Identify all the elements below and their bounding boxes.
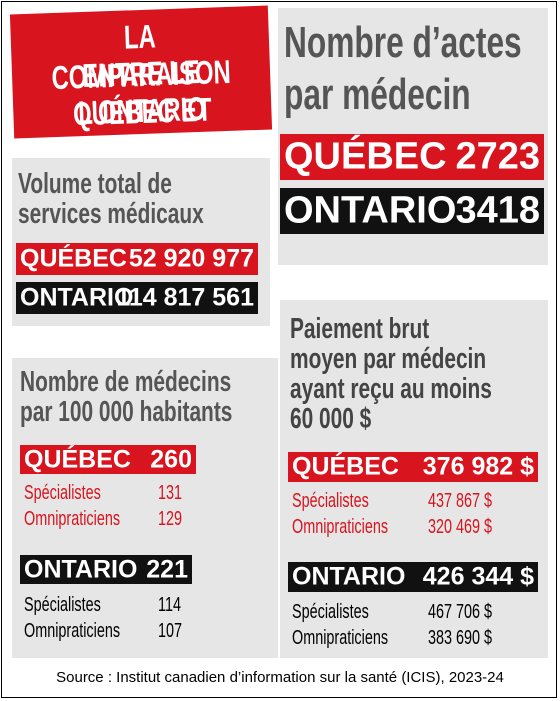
text: services médicaux	[18, 198, 204, 230]
value: 107	[158, 620, 183, 642]
row: Spécialistes	[24, 482, 131, 505]
volume-bar: ONTARIO 114 817 561	[16, 282, 258, 314]
row: Spécialistes	[24, 594, 131, 617]
label: QUÉBEC	[284, 135, 447, 178]
actes-title: par médecin	[284, 70, 543, 120]
text: 60 000 $	[290, 403, 372, 435]
label: ONTARIO	[284, 189, 457, 232]
source: Source : Institut canadien d’information…	[56, 669, 504, 686]
row: Omnipraticiens	[24, 508, 157, 531]
row: Omnipraticiens	[292, 627, 425, 650]
title-box: LA COMPARAISON ENTRE LE QUÉBEC ET L’ONTA…	[9, 5, 273, 139]
value: 467 706 $	[428, 601, 493, 623]
paiement-bar: ONTARIO 426 344 $	[288, 562, 538, 592]
paiement-title: Paiement brut	[290, 313, 483, 346]
value: 376 982 $	[422, 452, 534, 481]
label: Spécialistes	[292, 601, 369, 623]
label: Omnipraticiens	[292, 516, 389, 538]
value: 320 469 $	[428, 516, 493, 538]
text: par médecin	[284, 70, 471, 119]
text: ayant reçu au moins	[290, 373, 492, 405]
row: 107	[158, 620, 191, 643]
value: 131	[158, 482, 183, 504]
label: ONTARIO	[20, 283, 134, 312]
text: par 100 000 habitants	[20, 396, 233, 428]
title-text: L’ONTARIO	[77, 89, 207, 132]
paiement-bar: QUÉBEC 376 982 $	[288, 452, 538, 482]
value: 221	[146, 555, 188, 583]
medecins-bar: ONTARIO 221	[20, 555, 192, 584]
label: ONTARIO	[292, 562, 406, 591]
label: QUÉBEC	[20, 244, 127, 273]
label: Spécialistes	[24, 594, 101, 616]
value: 114	[158, 594, 181, 616]
text: moyen par médecin	[290, 343, 487, 375]
row: Omnipraticiens	[24, 620, 157, 643]
label: Spécialistes	[24, 482, 101, 504]
label: Omnipraticiens	[24, 508, 121, 530]
value: 426 344 $	[422, 562, 534, 591]
value: 52 920 977	[128, 244, 254, 273]
volume-bar: QUÉBEC 52 920 977	[16, 243, 258, 275]
text: Paiement brut	[290, 313, 430, 345]
medecins-panel	[12, 358, 278, 658]
paiement-title: 60 000 $	[290, 403, 403, 436]
row: 320 469 $	[428, 516, 517, 539]
label: Omnipraticiens	[24, 620, 121, 642]
label: QUÉBEC	[292, 452, 399, 481]
row: Spécialistes	[292, 601, 399, 624]
value: 437 867 $	[428, 490, 493, 512]
text: Nombre de médecins	[20, 366, 232, 398]
value: 383 690 $	[428, 627, 493, 649]
value: 129	[158, 508, 183, 530]
medecins-title: par 100 000 habitants	[20, 396, 315, 429]
paiement-title: ayant reçu au moins	[290, 373, 560, 406]
label: QUÉBEC	[24, 445, 131, 473]
medecins-bar: QUÉBEC 260	[20, 445, 196, 474]
paiement-title: moyen par médecin	[290, 343, 560, 376]
label: Omnipraticiens	[292, 627, 389, 649]
row: 131	[158, 482, 191, 505]
row: 437 867 $	[428, 490, 517, 513]
row: 467 706 $	[428, 601, 517, 624]
medecins-title: Nombre de médecins	[20, 366, 313, 399]
value: 3418	[455, 189, 540, 232]
text: Nombre d’actes	[284, 18, 522, 67]
value: 2723	[455, 135, 540, 178]
row: 129	[158, 508, 191, 531]
volume-title: services médicaux	[18, 198, 276, 231]
volume-title: Volume total de	[18, 168, 232, 201]
text: Volume total de	[18, 168, 172, 200]
row: Omnipraticiens	[292, 516, 425, 539]
label: ONTARIO	[24, 555, 138, 583]
value: 260	[150, 445, 192, 473]
row: 383 690 $	[428, 627, 517, 650]
actes-bar: ONTARIO 3418	[280, 188, 544, 234]
row: Spécialistes	[292, 490, 399, 513]
row: 114	[158, 594, 190, 617]
actes-title: Nombre d’actes	[284, 18, 560, 68]
label: Spécialistes	[292, 490, 369, 512]
actes-bar: QUÉBEC 2723	[280, 134, 544, 180]
value: 114 817 561	[116, 283, 254, 312]
